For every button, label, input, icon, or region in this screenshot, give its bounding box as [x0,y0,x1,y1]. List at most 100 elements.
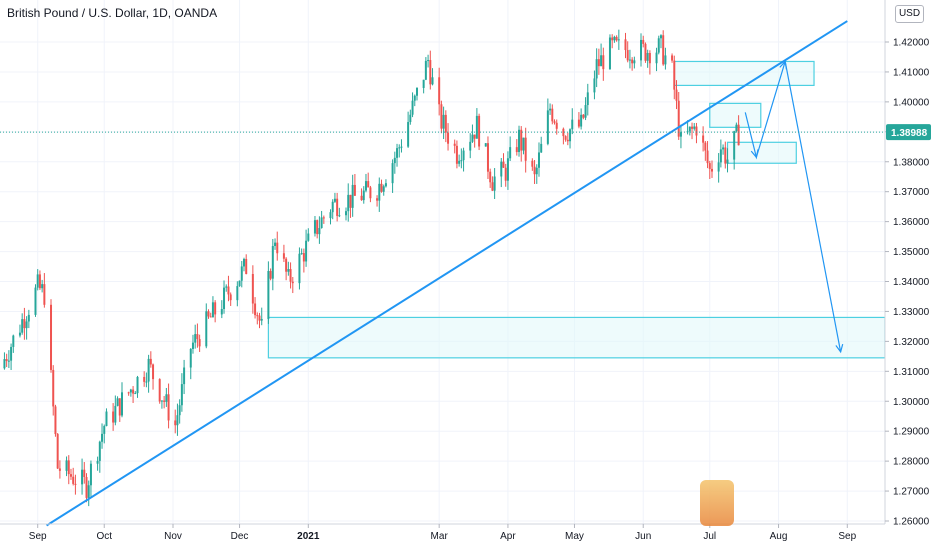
candle-body [533,166,536,175]
candle-body [473,134,476,139]
time-tick-label: Sep [29,531,47,542]
candle-body [322,217,325,219]
candle-body [282,253,285,259]
candle-body [336,198,339,216]
candle-body [469,141,472,151]
candle-body [56,434,59,469]
candle-body [489,171,492,183]
candle-body [617,39,620,41]
price-tick-label: 1.28000 [893,457,930,468]
candle-body [103,426,106,434]
candle-body [411,100,414,115]
candle-body [655,52,658,64]
candle-body [298,253,301,284]
price-tick-label: 1.38000 [893,157,930,168]
candle-body [227,286,230,295]
candle-body [688,126,691,132]
time-tick-label: May [565,531,584,542]
candle-body [112,411,115,423]
candle-body [81,469,84,485]
candle-body [462,150,465,161]
candle-body [129,389,132,393]
candle-body [504,167,507,181]
arrow-head [835,343,844,354]
candle-body [18,332,21,336]
candle-body [313,220,316,234]
time-tick-label: Oct [96,531,112,542]
candle-body [251,273,254,304]
candle-body [640,39,643,61]
candle-body [608,37,611,70]
candle-body [196,334,199,340]
price-tick-label: 1.30000 [893,397,930,408]
candle-body [27,314,30,322]
candle-body [236,286,239,301]
candle-body [220,309,223,315]
trendline [46,20,848,527]
candle-body [695,126,698,136]
candle-body [50,304,53,370]
candle-body [673,60,676,90]
candle-body [287,269,290,272]
candle-body [12,335,15,347]
time-tick-label: Dec [231,531,249,542]
candle-body [611,37,614,41]
candle-body [664,55,667,65]
candle-body [307,233,310,241]
candle-body [147,358,150,382]
candle-body [258,315,261,321]
candle-body [540,143,543,153]
candle-body [267,270,270,319]
candle-body [586,92,589,106]
price-tick-label: 1.36000 [893,217,930,228]
arrow-head [779,60,788,70]
candle-body [447,132,450,144]
candle-body [380,183,383,192]
candle-body [584,105,587,118]
candle-body [384,183,387,187]
candle-body [515,147,518,153]
arrow-head [750,149,759,159]
candle-body [302,253,305,262]
candle-body [500,161,503,177]
candle-body [65,460,68,471]
candle-body [238,280,241,287]
candle-body [506,158,509,181]
candle-body [85,477,88,498]
candle-body [167,394,170,421]
candle-body [413,95,416,101]
candle-body [431,77,434,85]
candle-body [460,160,463,162]
last-price-tag [886,124,931,141]
candle-body [702,135,705,143]
candle-body [291,281,294,284]
candle-body [333,198,336,202]
candle-body [145,381,148,383]
candle-body [5,359,8,361]
candle-body [422,79,425,88]
time-tick-label: Mar [431,531,449,542]
time-tick-label: Apr [500,531,516,542]
currency-button[interactable]: USD [895,5,924,23]
candle-body [54,406,57,435]
candle-body [349,194,352,208]
time-tick-label: Sep [838,531,856,542]
candle-body [502,161,505,168]
candle-body [675,89,678,101]
candle-body [127,392,130,394]
candle-body [719,149,722,163]
candle-body [595,59,598,79]
candle-body [693,126,696,129]
support-resistance-zone [267,316,886,359]
candle-body [271,246,274,279]
candle-body [240,266,243,281]
candle-body [114,405,117,423]
candle-body [657,38,660,53]
candle-body [209,316,212,318]
candle-body [522,137,525,151]
candle-body [484,143,487,147]
time-tick-label: Nov [164,531,182,542]
candle-body [23,319,26,329]
candle-body [396,148,399,158]
